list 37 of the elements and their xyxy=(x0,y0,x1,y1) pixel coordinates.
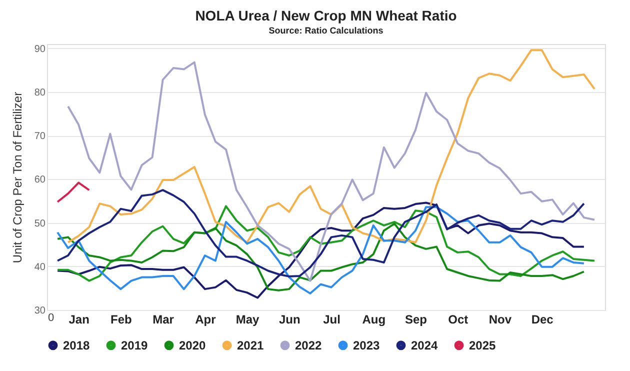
y-tick-label: 80 xyxy=(34,87,46,98)
line-series xyxy=(56,222,585,292)
x-tick-label: Nov xyxy=(488,312,512,326)
line-series xyxy=(67,61,596,282)
legend-label: 2018 xyxy=(63,338,90,352)
x-tick-label: Jun xyxy=(278,312,300,326)
line-series xyxy=(56,205,596,282)
x-tick-label: Jul xyxy=(323,312,340,326)
y-tick-label: 90 xyxy=(34,44,46,55)
y-tick-label: 60 xyxy=(34,174,46,186)
x-tick-label: Mar xyxy=(152,312,174,326)
x-tick-label: Apr xyxy=(195,312,216,326)
x-tick-label: Aug xyxy=(362,312,386,326)
x-tick-label: Oct xyxy=(448,312,468,326)
y-tick-label: 70 xyxy=(34,131,46,142)
x-tick-label: Dec xyxy=(531,312,554,326)
chart-title: NOLA Urea / New Crop MN Wheat Ratio xyxy=(195,7,457,24)
y-tick-label: 40 xyxy=(34,262,46,273)
legend-label: 2021 xyxy=(237,338,264,352)
legend-label: 2020 xyxy=(179,338,206,352)
chart-subtitle: Source: Ratio Calculations xyxy=(268,25,384,36)
line-series xyxy=(56,182,90,203)
legend-label: 2025 xyxy=(469,338,496,352)
x-tick-label: Sep xyxy=(404,312,427,326)
y-axis-title: Unit of Crop Per Ton of Fertilizer xyxy=(10,92,24,264)
legend-label: 2024 xyxy=(411,338,438,352)
x-tick-label: Jan xyxy=(68,312,90,326)
text: 0 xyxy=(48,312,54,324)
y-tick-label: 50 xyxy=(34,218,46,230)
y-tick-label: 30 xyxy=(34,306,46,316)
legend-label: 2019 xyxy=(121,338,148,352)
legend-label: 2023 xyxy=(353,338,380,352)
line-series xyxy=(67,49,596,244)
legend-label: 2022 xyxy=(295,338,322,352)
x-tick-label: May xyxy=(236,312,260,326)
line-series xyxy=(56,189,585,278)
x-tick-label: Feb xyxy=(110,312,132,326)
